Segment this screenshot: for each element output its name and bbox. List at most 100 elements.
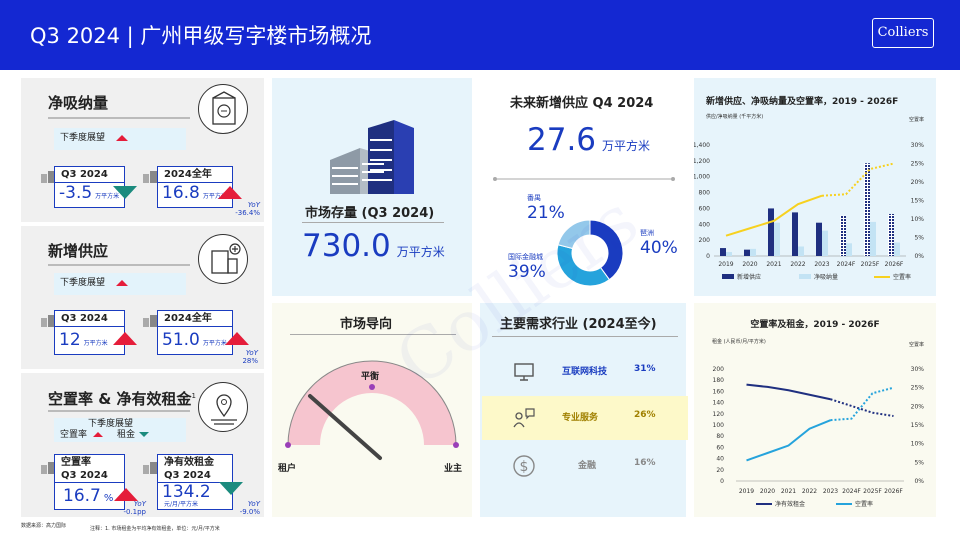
chart1-legend-absorption-label: 净吸纳量 xyxy=(814,273,838,281)
gauge-dot-top xyxy=(369,384,375,390)
supply-absorption-chart: 新增供应、净吸纳量及空置率，2019 - 2026F 供应/净吸纳量 (千平方米)… xyxy=(694,95,925,281)
chart2-ytick: 120 xyxy=(713,411,725,418)
chart1-y2tick: 20% xyxy=(911,179,925,186)
location-pin-icon xyxy=(198,382,248,432)
chart2-ytick: 200 xyxy=(713,366,725,373)
future-supply-panel xyxy=(480,78,686,296)
header-bar: Q3 2024 | 广州甲级写字楼市场概况 Colliers xyxy=(0,0,960,70)
chart1-y2tick: 5% xyxy=(914,235,924,242)
vacancy-box: 空置率 Q3 2024 16.7% xyxy=(54,454,125,510)
colliers-logo: Colliers xyxy=(872,18,934,48)
chart1-legend-vacancy-label: 空置率 xyxy=(893,273,911,281)
chart2-xtick: 2022 xyxy=(802,488,817,495)
absorption-underline xyxy=(48,117,190,119)
chart2-ytick: 0 xyxy=(720,478,724,485)
gauge-dot-left xyxy=(285,442,291,448)
outlook-up-icon xyxy=(115,134,128,141)
future-supply-donut xyxy=(556,219,624,287)
supply-underline xyxy=(48,264,190,266)
supply-fy-box: 2024全年 51.0 万平方米 xyxy=(157,310,233,355)
future-divider xyxy=(493,177,675,181)
chart1-xtick: 2026F xyxy=(885,261,904,268)
vacancy-rent-title: 空置率 & 净有效租金1 xyxy=(48,390,196,408)
chart1-bar-absorption xyxy=(750,248,756,256)
slice-label-panyu: 番禺 21% xyxy=(527,194,565,223)
chart1-ylabel: 供应/净吸纳量 (千平方米) xyxy=(706,113,763,120)
chart1-ytick: 1,000 xyxy=(694,174,710,181)
chart1-bar-supply xyxy=(816,222,822,256)
future-value: 27.6 万平方米 xyxy=(527,122,651,158)
gauge-label-tenant: 租户 xyxy=(278,464,297,474)
building-icon xyxy=(143,171,157,183)
gauge-label-landlord: 业主 xyxy=(444,464,463,474)
page-title: Q3 2024 | 广州甲级写字楼市场概况 xyxy=(30,24,372,48)
chart2-legend-vacancy-label: 空置率 xyxy=(855,500,873,508)
chart2-legend-rent-label: 净有效租金 xyxy=(775,500,805,508)
chart2-xtick: 2021 xyxy=(781,488,796,495)
chart2-forecast-0 xyxy=(830,398,894,418)
chart2-ytick: 180 xyxy=(713,377,725,384)
chart1-ytick: 600 xyxy=(699,205,711,212)
gauge-dot-right xyxy=(453,442,459,448)
chart2-xtick: 2026F xyxy=(884,488,903,495)
absorption-outlook: 下季度展望 xyxy=(54,128,186,150)
building-icon xyxy=(41,315,55,327)
chart1-y2label: 空置率 xyxy=(909,116,924,123)
trend-up-icon xyxy=(218,186,242,199)
trend-down-icon xyxy=(113,186,137,199)
chart2-xtick: 2020 xyxy=(760,488,775,495)
chart2-y2tick: 10% xyxy=(911,441,925,448)
svg-text:$: $ xyxy=(520,459,529,475)
chart1-bar-absorption xyxy=(774,222,780,256)
chart1-vacancy-line xyxy=(725,194,823,237)
chart2-forecast-1 xyxy=(830,386,894,422)
supply-outlook: 下季度展望 xyxy=(54,273,186,295)
chart1-bar-absorption xyxy=(894,242,900,256)
supply-title: 新增供应 xyxy=(48,242,109,260)
direction-title: 市场导向 xyxy=(340,317,393,332)
chart2-ytick: 60 xyxy=(716,444,724,451)
outlook-up-icon xyxy=(115,279,128,286)
chart2-ytick: 20 xyxy=(716,467,724,474)
chart1-bar-supply xyxy=(888,213,894,256)
chart2-title: 空置率及租金，2019 - 2026F xyxy=(750,318,879,330)
computer-icon xyxy=(514,363,534,381)
chart2-y2label: 空置率 xyxy=(909,341,924,348)
demand-row-services: 专业服务 26% xyxy=(482,396,688,440)
chart2-y2tick: 0% xyxy=(914,478,924,485)
chart2-ylabel: 租金 (人民币/月/平方米) xyxy=(712,338,766,345)
chart1-xtick: 2020 xyxy=(742,261,757,268)
chart1-y2tick: 0% xyxy=(914,253,924,260)
chart2-ytick: 40 xyxy=(716,456,724,463)
chart1-bar-supply xyxy=(840,215,846,256)
outlook-down-icon xyxy=(139,432,150,437)
chart1-bar-absorption xyxy=(870,221,876,256)
slice-label-pazhou: 琶洲 40% xyxy=(640,229,678,258)
chart1-legend-supply-label: 新增供应 xyxy=(737,273,761,281)
outlook-up-icon xyxy=(93,432,104,437)
chart1-xtick: 2023 xyxy=(814,261,829,268)
chart1-xtick: 2019 xyxy=(718,261,733,268)
chart1-bar-absorption xyxy=(726,252,732,256)
trend-up-icon xyxy=(113,332,137,345)
chart1-ytick: 800 xyxy=(699,190,711,197)
market-gauge xyxy=(285,360,459,460)
chart1-vacancy-forecast xyxy=(821,162,895,197)
chart2-line-0 xyxy=(746,383,831,401)
gauge-needle xyxy=(308,394,382,460)
chart1-ytick: 200 xyxy=(699,237,711,244)
chart2-ytick: 100 xyxy=(713,422,725,429)
chart1-xtick: 2022 xyxy=(790,261,805,268)
demand-underline xyxy=(492,336,678,337)
trend-up-icon xyxy=(225,332,249,345)
chart2-y2tick: 20% xyxy=(911,403,925,410)
building-plus-icon xyxy=(198,234,248,284)
chart2-xtick: 2024F xyxy=(842,488,861,495)
demand-row-tech: 互联网科技 31% xyxy=(482,350,688,394)
chart1-ytick: 0 xyxy=(706,253,710,260)
chart1-title: 新增供应、净吸纳量及空置率，2019 - 2026F xyxy=(706,95,898,107)
chart1-bar-supply xyxy=(864,163,870,256)
vacancy-rent-chart: 空置率及租金，2019 - 2026F 租金 (人民币/月/平方米) 空置率 0 20 4… xyxy=(712,318,925,508)
chart1-y2tick: 30% xyxy=(911,142,925,149)
gauge-label-balance: 平衡 xyxy=(361,372,380,382)
